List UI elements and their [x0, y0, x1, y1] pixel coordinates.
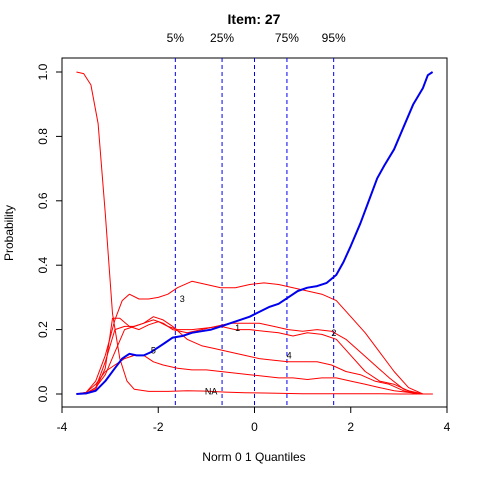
quantile-labels: 5% 25% 75% 95%: [167, 31, 346, 45]
y-tick-label-4: 0.8: [36, 128, 50, 145]
series-label-5: 5: [151, 346, 156, 356]
y-axis-label: Probability: [2, 205, 16, 261]
chart-title: Item: 27: [228, 11, 281, 27]
y-axis: 0.0 0.2 0.4 0.6 0.8 1.0: [36, 63, 62, 402]
x-tick-label-3: 2: [347, 420, 354, 434]
quantile-label-4: 95%: [322, 31, 346, 45]
quantile-lines: [174, 58, 335, 407]
series-label-4: 4: [287, 350, 292, 360]
series-line-1: [76, 317, 433, 395]
series-label-1: 1: [235, 323, 240, 333]
series-label-NA: NA: [205, 386, 218, 396]
x-axis: -4 -2 0 2 4: [57, 407, 451, 434]
y-tick-label-0: 0.0: [36, 385, 50, 402]
y-tick-label-1: 0.2: [36, 321, 50, 338]
quantile-label-3: 75%: [275, 31, 299, 45]
y-tick-label-2: 0.4: [36, 257, 50, 274]
y-tick-label-3: 0.6: [36, 192, 50, 209]
quantile-label-0: 5%: [167, 31, 185, 45]
series-line-NA: [76, 71, 433, 395]
x-tick-label-0: -4: [57, 420, 68, 434]
series-label-2: 2: [331, 328, 336, 338]
series-labels: 3 2 1 4 5 NA: [151, 294, 336, 396]
series-label-3: 3: [180, 294, 185, 304]
series-line-3: [76, 280, 433, 395]
quantile-label-1: 25%: [210, 31, 234, 45]
x-tick-label-2: 0: [251, 420, 258, 434]
series-lines: [76, 71, 434, 395]
series-line-expected: [76, 71, 434, 395]
x-axis-label: Norm 0 1 Quantiles: [202, 450, 305, 464]
x-tick-label-1: -2: [153, 420, 164, 434]
y-tick-label-5: 1.0: [36, 63, 50, 80]
x-tick-label-4: 4: [444, 420, 451, 434]
series-line-4: [76, 316, 433, 395]
